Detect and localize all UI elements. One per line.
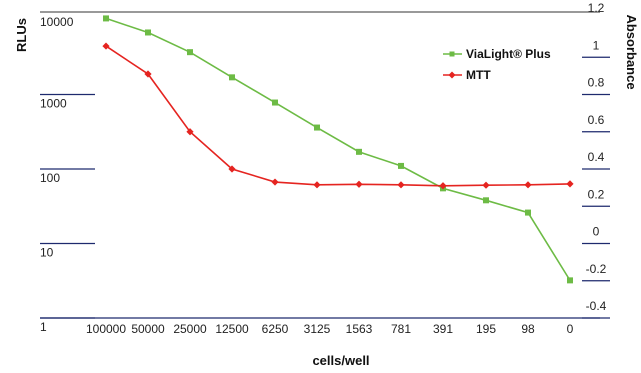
data-point-1 xyxy=(566,180,574,188)
data-point-1 xyxy=(144,70,152,78)
x-tick-label: 6250 xyxy=(262,322,289,336)
series-line-1 xyxy=(105,45,571,187)
data-point-1 xyxy=(313,181,321,189)
series-group xyxy=(102,15,574,284)
y2-tick-label: 0 xyxy=(593,225,600,239)
x-tick-label: 781 xyxy=(391,322,411,336)
legend-label-vialight: ViaLight® Plus xyxy=(466,47,551,61)
data-point-0 xyxy=(398,162,404,169)
data-point-1 xyxy=(397,181,405,189)
y-axis-title: RLUs xyxy=(14,18,29,52)
x-axis-title: cells/well xyxy=(312,353,369,368)
y-tick-label: 100 xyxy=(40,171,60,185)
data-point-0 xyxy=(229,74,235,81)
data-point-0 xyxy=(314,124,320,131)
y2-tick-label: 1 xyxy=(593,38,600,52)
legend-entry-vialight: ViaLight® Plus xyxy=(443,47,551,61)
y2-tick-label: -0.4 xyxy=(586,299,607,313)
data-point-0 xyxy=(567,277,573,284)
data-point-1 xyxy=(102,42,110,50)
left-axis: 10000 1000 100 10 1 xyxy=(40,15,95,334)
data-point-1 xyxy=(439,182,447,190)
y2-axis-title: Absorbance xyxy=(624,14,639,89)
y-tick-label: 10000 xyxy=(40,15,74,29)
data-point-1 xyxy=(228,165,236,173)
x-tick-label: 195 xyxy=(476,322,496,336)
data-point-0 xyxy=(525,209,531,216)
y2-tick-label: -0.2 xyxy=(586,262,607,276)
series-line-0 xyxy=(105,17,571,281)
data-point-1 xyxy=(482,181,490,189)
right-axis: 1.2 1 0.8 0.6 0.4 0.2 0 -0.2 -0.4 xyxy=(582,1,610,319)
data-point-0 xyxy=(145,29,151,36)
data-point-1 xyxy=(271,178,279,186)
x-tick-label: 100000 xyxy=(86,322,126,336)
legend-marker-vialight xyxy=(449,51,455,57)
y-tick-label: 1000 xyxy=(40,97,67,111)
x-tick-label: 98 xyxy=(521,322,535,336)
data-point-0 xyxy=(187,49,193,56)
x-tick-label: 0 xyxy=(567,322,574,336)
legend: ViaLight® Plus MTT xyxy=(443,47,551,82)
x-tick-label: 1563 xyxy=(346,322,373,336)
x-tick-label: 12500 xyxy=(215,322,249,336)
y2-tick-label: 1.2 xyxy=(588,1,605,15)
x-tick-label: 50000 xyxy=(131,322,165,336)
data-point-0 xyxy=(272,99,278,106)
data-point-0 xyxy=(103,15,109,22)
legend-entry-mtt: MTT xyxy=(443,68,491,82)
legend-marker-mtt xyxy=(448,71,456,79)
y2-tick-label: 0.4 xyxy=(588,150,605,164)
y-tick-label: 1 xyxy=(40,320,47,334)
data-point-1 xyxy=(355,180,363,188)
x-tick-label: 3125 xyxy=(304,322,331,336)
data-point-1 xyxy=(524,181,532,189)
x-tick-label: 391 xyxy=(433,322,453,336)
y2-tick-label: 0.2 xyxy=(588,187,605,201)
data-point-0 xyxy=(483,197,489,204)
y2-tick-label: 0.6 xyxy=(588,113,605,127)
x-axis: 100000 50000 25000 12500 6250 3125 1563 781 391 1… xyxy=(86,322,574,336)
data-point-0 xyxy=(356,148,362,155)
x-tick-label: 25000 xyxy=(173,322,207,336)
legend-label-mtt: MTT xyxy=(466,68,491,82)
y-tick-label: 10 xyxy=(40,246,54,260)
data-point-1 xyxy=(186,128,194,136)
y2-tick-label: 0.8 xyxy=(588,76,605,90)
